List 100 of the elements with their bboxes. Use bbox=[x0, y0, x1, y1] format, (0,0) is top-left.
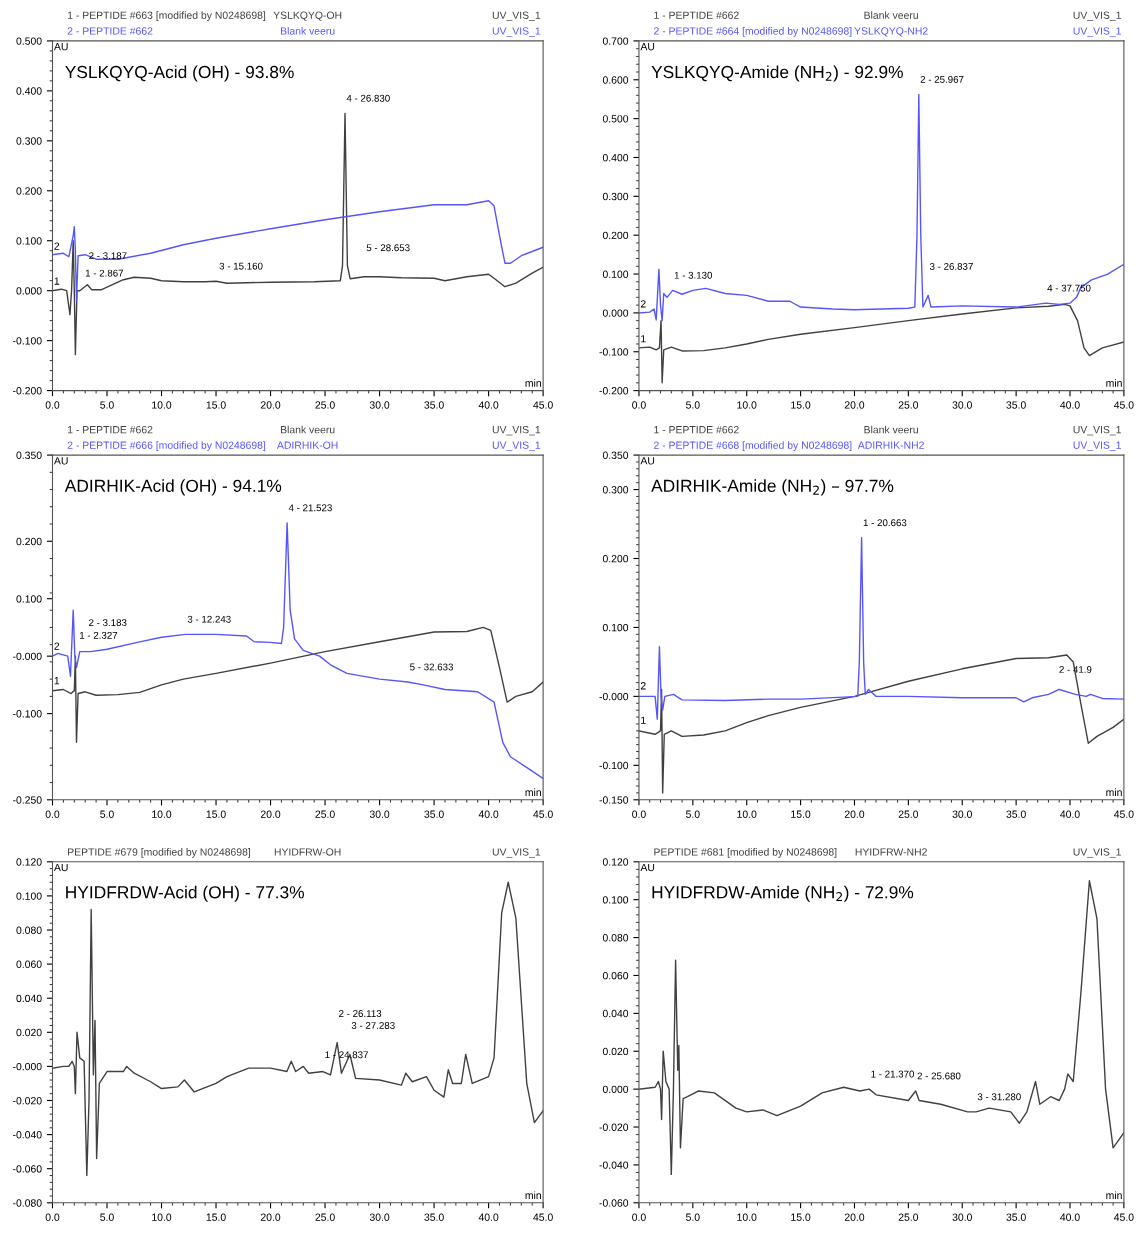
x-tick-label: 0.0 bbox=[632, 401, 646, 409]
y-tick-label: -0.150 bbox=[599, 796, 629, 804]
text: 2 - PEPTIDE #662 bbox=[67, 27, 153, 35]
x-tick-label: 25.0 bbox=[315, 1213, 335, 1221]
x-tick-label: 10.0 bbox=[152, 810, 172, 818]
text: YSLKQYQ-OH bbox=[273, 11, 342, 21]
text: PEPTIDE #681 [modified by N0248698] bbox=[654, 848, 837, 858]
annotation: 2 - 26.113 bbox=[339, 1010, 382, 1017]
x-tick-label: 30.0 bbox=[369, 1213, 390, 1221]
line-series bbox=[638, 880, 1124, 1176]
x-tick-label: 40.0 bbox=[478, 401, 499, 409]
text: UV_VIS_1 bbox=[492, 11, 541, 21]
x-tick-label: 45.0 bbox=[1113, 1213, 1134, 1221]
y-tick-label: 0.000 bbox=[16, 287, 42, 295]
x-tick-label: 30.0 bbox=[369, 810, 390, 818]
x-tick-label: 30.0 bbox=[952, 810, 972, 818]
annotation: 2 - 41.9 bbox=[1059, 666, 1092, 673]
x-tick-label: 25.0 bbox=[898, 810, 919, 818]
y-tick-label: 0.080 bbox=[602, 934, 629, 942]
line-series bbox=[52, 112, 544, 356]
y-tick-label: 0.700 bbox=[602, 37, 629, 45]
x-tick-label: 15.0 bbox=[791, 401, 811, 409]
annotation: 4 - 26.830 bbox=[346, 94, 390, 102]
text: 2 - PEPTIDE #668 [modified by N0248698] bbox=[654, 441, 852, 451]
line-series bbox=[52, 881, 544, 1177]
text: UV_VIS_1 bbox=[1073, 426, 1121, 436]
x-tick-label: 5.0 bbox=[686, 1213, 700, 1221]
x-tick-label: 45.0 bbox=[1113, 810, 1134, 818]
text: HYIDFRW-OH bbox=[274, 848, 341, 856]
text: UV_VIS_1 bbox=[492, 27, 541, 37]
text: UV_VIS_1 bbox=[492, 426, 541, 436]
text: Blank veeru bbox=[864, 425, 918, 434]
y-tick-label: 0.080 bbox=[16, 926, 42, 934]
y-tick-label: 0.300 bbox=[16, 137, 42, 145]
x-tick-label: 40.0 bbox=[478, 1213, 499, 1221]
text: UV_VIS_1 bbox=[1073, 11, 1121, 21]
x-axis-title: min bbox=[1106, 1191, 1122, 1199]
x-tick-label: 20.0 bbox=[260, 1213, 281, 1221]
y-tick-label: 0.100 bbox=[602, 896, 629, 904]
y-tick-label: 0.060 bbox=[16, 960, 42, 968]
y-tick-label: 0.120 bbox=[602, 858, 629, 866]
annotation: 1 - 2.327 bbox=[80, 631, 118, 639]
x-axis-title: min bbox=[1106, 788, 1122, 796]
x-tick-label: 0.0 bbox=[45, 810, 60, 818]
y-tick-label: 0.020 bbox=[602, 1047, 629, 1056]
y-tick-label: 0.400 bbox=[602, 153, 629, 162]
x-tick-label: 40.0 bbox=[1060, 1213, 1080, 1221]
text: Blank veeru bbox=[280, 27, 335, 35]
x-tick-label: 40.0 bbox=[1060, 401, 1080, 409]
annotation: 2 bbox=[54, 242, 60, 250]
y-tick-label: 0.100 bbox=[16, 237, 42, 245]
y-tick-label: 0.200 bbox=[602, 231, 629, 240]
text: UV_VIS_1 bbox=[1073, 848, 1121, 858]
x-tick-label: 25.0 bbox=[315, 810, 335, 818]
x-tick-label: 25.0 bbox=[315, 401, 335, 409]
x-tick-label: 15.0 bbox=[791, 810, 811, 818]
x-tick-label: 45.0 bbox=[533, 810, 553, 818]
x-tick-label: 35.0 bbox=[1006, 1213, 1026, 1221]
y-tick-label: -0.060 bbox=[13, 1165, 42, 1173]
x-tick-label: 35.0 bbox=[424, 401, 444, 409]
x-tick-label: 5.0 bbox=[686, 810, 700, 818]
y-tick-label: 0.100 bbox=[16, 595, 42, 603]
x-tick-label: 15.0 bbox=[206, 1213, 226, 1221]
x-axis-title: min bbox=[1106, 379, 1122, 387]
x-tick-label: 15.0 bbox=[791, 1213, 811, 1221]
x-tick-label: 5.0 bbox=[100, 401, 114, 409]
annotation: 5 - 32.633 bbox=[410, 663, 454, 671]
text: 1 - PEPTIDE #662 bbox=[654, 426, 739, 434]
text: Blank veeru bbox=[280, 425, 335, 434]
y-tick-label: 0.100 bbox=[602, 270, 629, 278]
annotation: 4 - 21.523 bbox=[288, 504, 332, 512]
y-tick-label: 0.300 bbox=[602, 486, 629, 494]
text: YSLKQYQ-Acid (OH) - 93.8% bbox=[65, 65, 294, 82]
y-axis-title: AU bbox=[640, 457, 655, 465]
annotation: 1 - 3.130 bbox=[674, 271, 713, 279]
text: 1 - PEPTIDE #662 bbox=[654, 11, 739, 19]
y-tick-label: 0.100 bbox=[602, 623, 629, 632]
x-tick-label: 35.0 bbox=[424, 1213, 444, 1221]
x-tick-label: 0.0 bbox=[632, 1213, 646, 1221]
y-tick-label: -0.100 bbox=[13, 337, 42, 345]
x-tick-label: 0.0 bbox=[45, 401, 60, 409]
x-tick-label: 25.0 bbox=[898, 401, 919, 409]
x-tick-label: 30.0 bbox=[952, 1213, 972, 1221]
text: 2 - PEPTIDE #664 [modified by N0248698] bbox=[654, 27, 852, 37]
annotation: 1 - 21.370 bbox=[871, 1070, 915, 1078]
annotation: 5 - 28.653 bbox=[366, 244, 410, 252]
y-tick-label: 0.500 bbox=[602, 115, 629, 123]
x-tick-label: 25.0 bbox=[898, 1213, 919, 1221]
x-tick-label: 15.0 bbox=[206, 401, 226, 409]
annotation: 1 - 2.867 bbox=[85, 269, 124, 277]
text: YSLKQYQ-NH2 bbox=[854, 27, 928, 37]
text: Blank veeru bbox=[864, 11, 918, 19]
text: UV_VIS_1 bbox=[492, 848, 541, 858]
y-tick-label: 0.300 bbox=[602, 192, 629, 201]
y-tick-label: -0.000 bbox=[13, 1062, 42, 1071]
line-series bbox=[638, 93, 1124, 322]
x-axis-title: min bbox=[525, 788, 541, 796]
x-tick-label: 5.0 bbox=[100, 1213, 114, 1221]
y-tick-label: 0.200 bbox=[602, 555, 629, 563]
y-tick-label: 0.200 bbox=[16, 187, 42, 195]
